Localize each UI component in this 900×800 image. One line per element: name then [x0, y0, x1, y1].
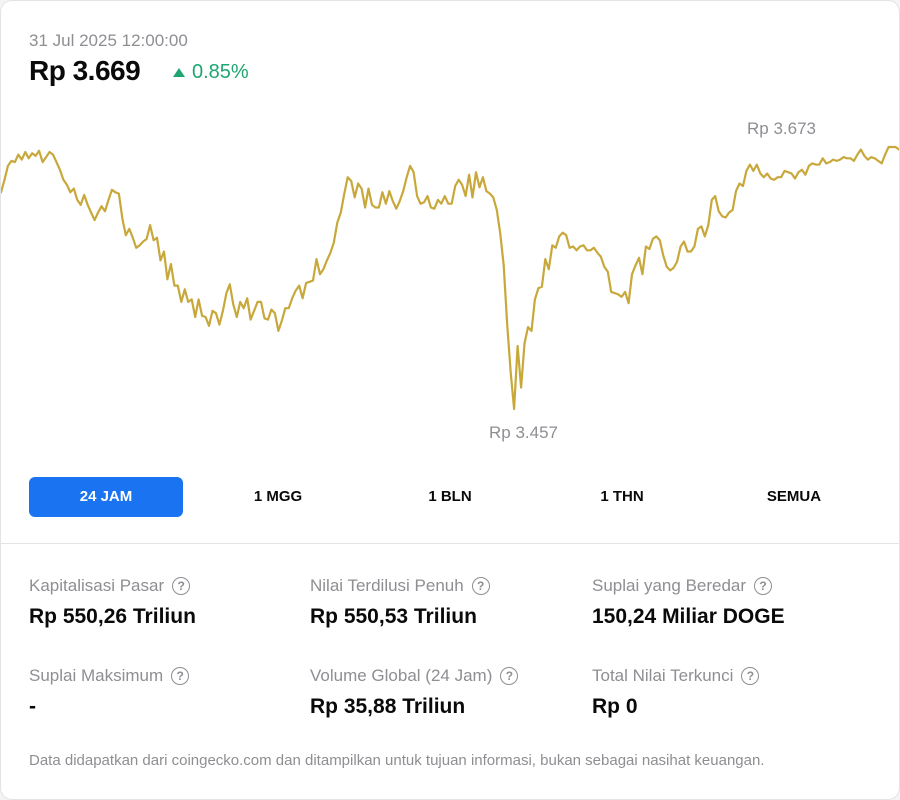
stat-label: Suplai yang Beredar [592, 576, 747, 595]
tab-1-thn[interactable]: 1 THN [600, 488, 644, 505]
question-circle-icon[interactable]: ? [172, 577, 191, 595]
question-circle-icon[interactable]: ? [500, 667, 519, 685]
question-circle-icon[interactable]: ? [741, 667, 760, 685]
timeframe-tabs: 24 JAM 1 MGG 1 BLN 1 THN SEMUA [29, 477, 871, 517]
stat-label: Nilai Terdilusi Penuh [310, 576, 464, 595]
stat-value: Rp 35,88 Triliun [310, 695, 466, 718]
stat-value: Rp 550,26 Triliun [29, 605, 196, 628]
max-price-label: Rp 3.673 [747, 119, 816, 138]
stat-value: Rp 550,53 Triliun [310, 605, 477, 628]
tab-1-bln[interactable]: 1 BLN [428, 488, 472, 505]
tab-24-jam[interactable]: 24 JAM [29, 477, 183, 517]
tab-1-mgg[interactable]: 1 MGG [253, 488, 303, 505]
price-chart[interactable]: Rp 3.673 Rp 3.457 [1, 101, 900, 451]
price-change-value: 0.85% [192, 61, 249, 83]
stat-label: Volume Global (24 Jam) [310, 666, 493, 685]
disclaimer: Data didapatkan dari coingecko.com dan d… [29, 752, 765, 769]
tab-semua[interactable]: SEMUA [766, 488, 822, 505]
question-circle-icon[interactable]: ? [471, 577, 490, 595]
min-price-label: Rp 3.457 [489, 423, 558, 442]
question-circle-icon[interactable]: ? [754, 577, 773, 595]
price-line [1, 145, 899, 411]
stat-value: 150,24 Miliar DOGE [592, 605, 785, 628]
timestamp: 31 Jul 2025 12:00:00 [29, 31, 188, 50]
triangle-up-icon [173, 68, 185, 77]
stat-max-supply: Suplai Maksimum? - [29, 665, 299, 721]
stat-total-value-locked: Total Nilai Terkunci? Rp 0 [592, 665, 862, 721]
price-change: 0.85% [173, 61, 249, 84]
stat-global-volume: Volume Global (24 Jam)? Rp 35,88 Triliun [310, 665, 580, 721]
stat-fully-diluted-value: Nilai Terdilusi Penuh? Rp 550,53 Triliun [310, 575, 580, 631]
stat-label: Suplai Maksimum [29, 666, 164, 685]
question-circle-icon[interactable]: ? [171, 667, 190, 685]
stat-circulating-supply: Suplai yang Beredar? 150,24 Miliar DOGE [592, 575, 862, 631]
stat-value: Rp 0 [592, 695, 638, 718]
stat-market-cap: Kapitalisasi Pasar? Rp 550,26 Triliun [29, 575, 299, 631]
divider [1, 543, 899, 544]
stat-label: Kapitalisasi Pasar [29, 576, 165, 595]
stat-value: - [29, 695, 36, 718]
current-price: Rp 3.669 [29, 55, 141, 86]
stat-label: Total Nilai Terkunci [592, 666, 734, 685]
